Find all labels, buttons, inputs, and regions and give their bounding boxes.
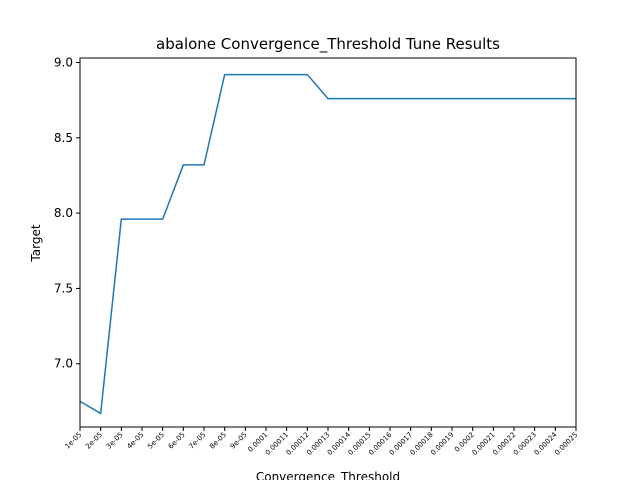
series-line-0 — [79, 73, 576, 415]
x-axis-label: Convergence_Threshold — [256, 470, 400, 480]
y-tick-label: 7.0 — [54, 357, 73, 371]
plot-area: 7.07.58.08.59.01e-05 2e-05 3e-05 4e-05 5e-05… — [54, 56, 580, 457]
y-tick-label: 8.0 — [54, 206, 73, 220]
chart-title: abalone Convergence_Threshold Tune Resul… — [156, 35, 500, 54]
y-axis-label: Target — [29, 224, 43, 262]
y-tick-label: 9.0 — [54, 56, 73, 70]
y-tick-label: 7.5 — [54, 281, 73, 295]
y-tick-label: 8.5 — [54, 131, 73, 145]
